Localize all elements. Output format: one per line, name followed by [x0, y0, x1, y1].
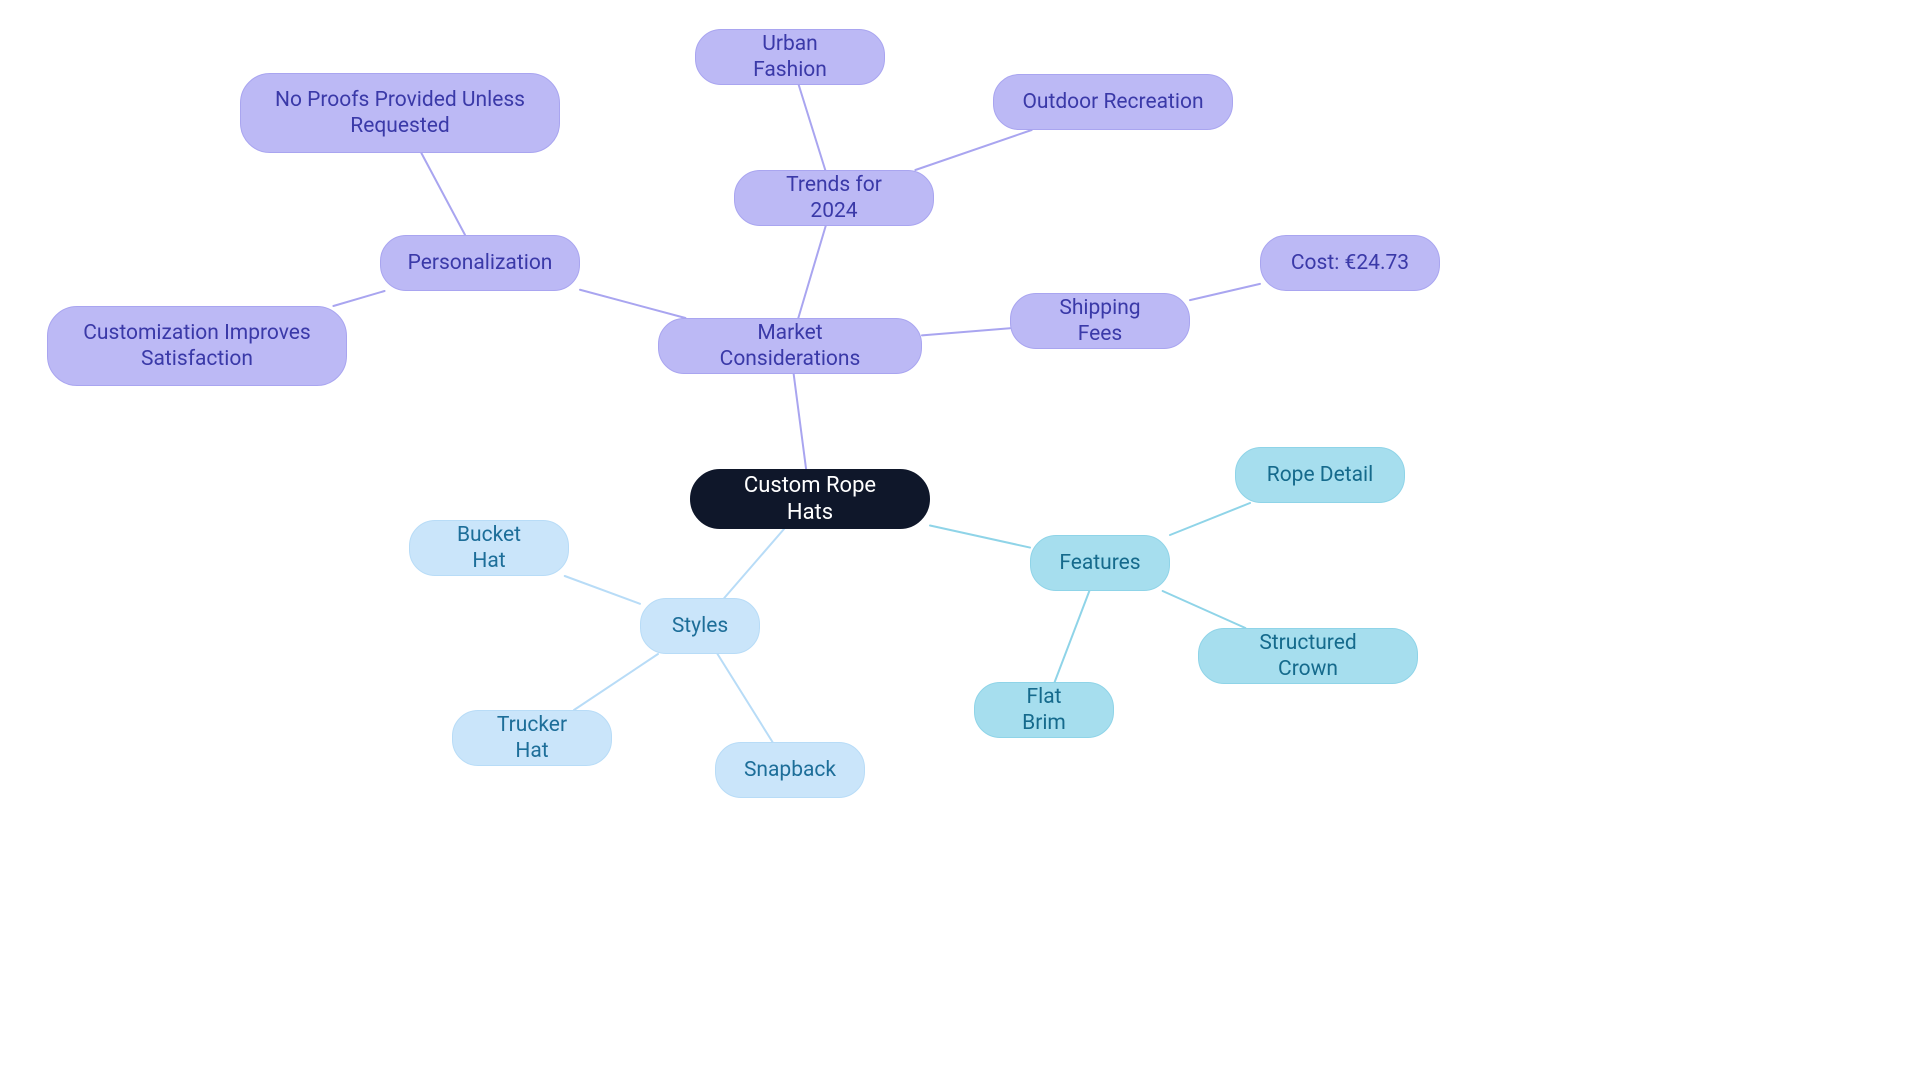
edge-features-structured: [1163, 591, 1246, 628]
node-structured: Structured Crown: [1198, 628, 1418, 684]
node-noproofs: No Proofs Provided Unless Requested: [240, 73, 560, 153]
node-features: Features: [1030, 535, 1170, 591]
edge-styles-trucker: [574, 654, 658, 710]
node-label: No Proofs Provided Unless Requested: [275, 87, 525, 140]
node-styles: Styles: [640, 598, 760, 654]
edges-layer: [0, 0, 1920, 1083]
edge-root-styles: [724, 529, 784, 598]
node-label: Cost: €24.73: [1291, 250, 1409, 276]
node-outdoor: Outdoor Recreation: [993, 74, 1233, 130]
node-label: Features: [1059, 550, 1140, 576]
edge-market-trends: [798, 226, 825, 318]
node-label: Shipping Fees: [1039, 295, 1161, 348]
node-label: Urban Fashion: [724, 31, 856, 84]
node-label: Market Considerations: [687, 320, 893, 373]
node-label: Trends for 2024: [763, 172, 905, 225]
edge-styles-snapback: [718, 654, 773, 742]
node-label: Personalization: [408, 250, 553, 276]
edge-trends-outdoor: [915, 130, 1031, 170]
node-cost: Cost: €24.73: [1260, 235, 1440, 291]
node-label: Flat Brim: [1003, 684, 1085, 737]
node-label: Styles: [672, 613, 728, 639]
edge-market-personal: [580, 290, 685, 318]
node-market: Market Considerations: [658, 318, 922, 374]
edge-features-flatbrim: [1055, 591, 1090, 682]
node-label: Snapback: [744, 757, 836, 783]
edge-shipping-cost: [1190, 284, 1260, 300]
node-label: Structured Crown: [1227, 630, 1389, 683]
node-bucket: Bucket Hat: [409, 520, 569, 576]
node-personal: Personalization: [380, 235, 580, 291]
node-label: Custom Rope Hats: [719, 472, 901, 527]
node-label: Outdoor Recreation: [1022, 89, 1203, 115]
node-shipping: Shipping Fees: [1010, 293, 1190, 349]
edge-styles-bucket: [565, 576, 640, 604]
edge-features-rope: [1170, 503, 1250, 535]
edge-root-features: [930, 525, 1030, 547]
node-snapback: Snapback: [715, 742, 865, 798]
node-trends: Trends for 2024: [734, 170, 934, 226]
node-urban: Urban Fashion: [695, 29, 885, 85]
node-label: Customization Improves Satisfaction: [83, 320, 311, 373]
node-flatbrim: Flat Brim: [974, 682, 1114, 738]
node-root: Custom Rope Hats: [690, 469, 930, 529]
node-rope: Rope Detail: [1235, 447, 1405, 503]
edge-personal-customsat: [333, 291, 384, 306]
mindmap-canvas: Custom Rope Hats Market Considerations Tre…: [0, 0, 1920, 1083]
node-label: Bucket Hat: [438, 522, 540, 575]
node-customsat: Customization Improves Satisfaction: [47, 306, 347, 386]
node-label: Rope Detail: [1267, 462, 1373, 488]
edge-root-market: [794, 374, 806, 469]
edge-trends-urban: [799, 85, 826, 170]
edge-market-shipping: [922, 328, 1010, 335]
node-trucker: Trucker Hat: [452, 710, 612, 766]
edge-personal-noproofs: [421, 153, 465, 235]
node-label: Trucker Hat: [481, 712, 583, 765]
